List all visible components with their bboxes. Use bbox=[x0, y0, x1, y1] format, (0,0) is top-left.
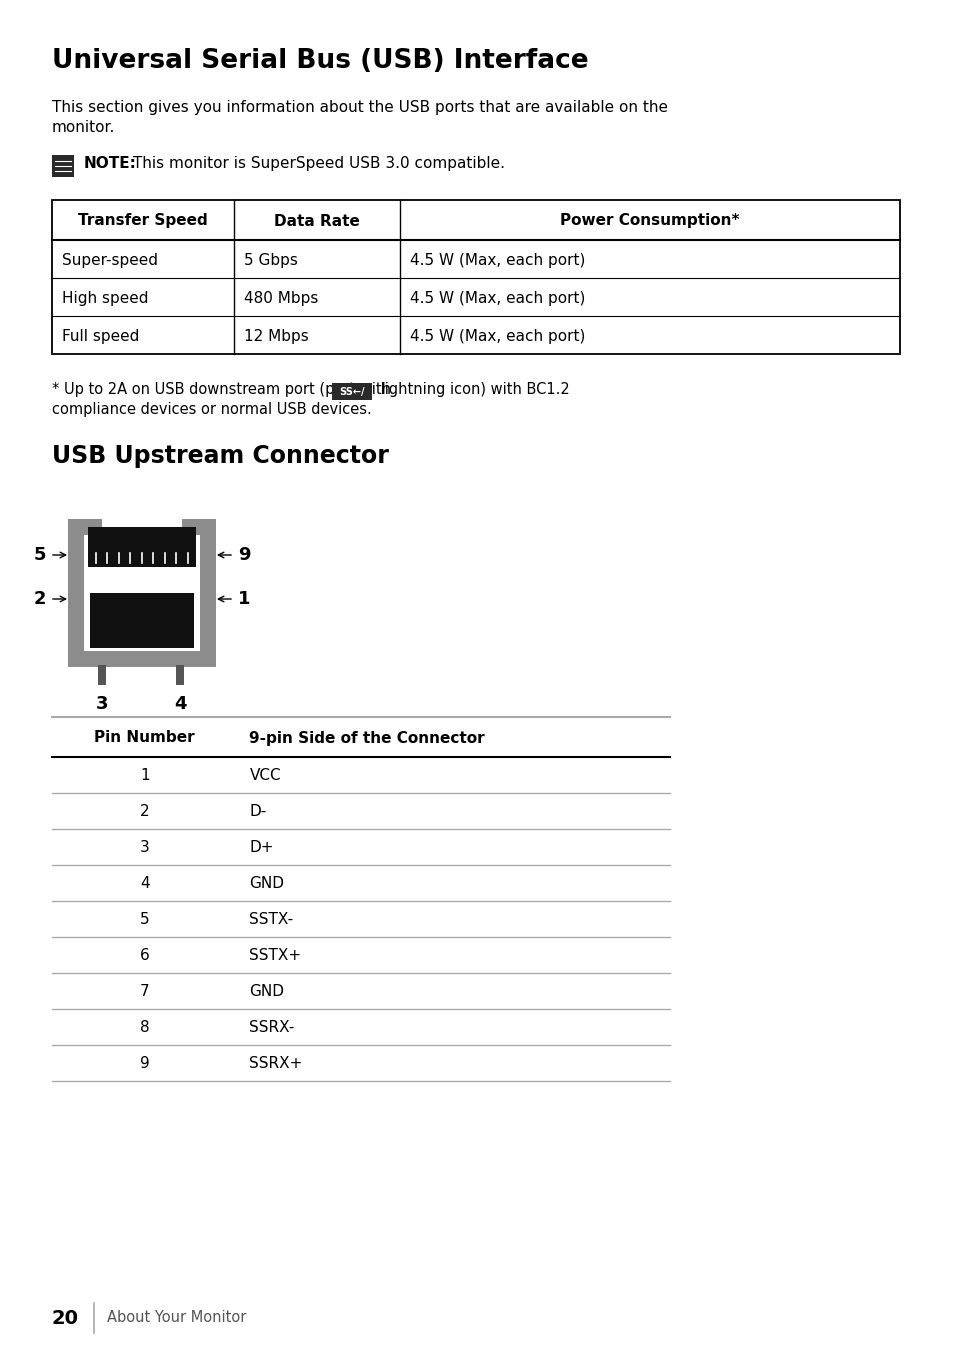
Text: GND: GND bbox=[249, 876, 284, 891]
Text: 3: 3 bbox=[140, 841, 150, 856]
Text: monitor.: monitor. bbox=[52, 121, 115, 135]
Text: 6: 6 bbox=[140, 949, 150, 964]
Text: 5: 5 bbox=[140, 913, 150, 927]
Text: Full speed: Full speed bbox=[62, 329, 139, 344]
Text: Universal Serial Bus (USB) Interface: Universal Serial Bus (USB) Interface bbox=[52, 47, 588, 74]
Text: SSRX+: SSRX+ bbox=[249, 1056, 302, 1071]
Text: NOTE:: NOTE: bbox=[84, 156, 136, 171]
Text: 20: 20 bbox=[52, 1308, 79, 1327]
Bar bbox=[52, 200, 899, 353]
Text: VCC: VCC bbox=[249, 769, 281, 784]
Text: 4.5 W (Max, each port): 4.5 W (Max, each port) bbox=[409, 291, 584, 306]
Text: About Your Monitor: About Your Monitor bbox=[107, 1311, 246, 1326]
Text: D+: D+ bbox=[249, 841, 274, 856]
Text: SS←/: SS←/ bbox=[339, 386, 364, 397]
Bar bbox=[98, 665, 106, 685]
Text: 2: 2 bbox=[140, 804, 150, 819]
Bar bbox=[332, 383, 372, 399]
Text: High speed: High speed bbox=[62, 291, 149, 306]
Text: 4.5 W (Max, each port): 4.5 W (Max, each port) bbox=[409, 329, 584, 344]
Text: 4: 4 bbox=[173, 695, 186, 714]
Text: 9: 9 bbox=[237, 546, 251, 565]
Bar bbox=[52, 154, 74, 177]
Text: SSRX-: SSRX- bbox=[249, 1021, 294, 1036]
Text: Pin Number: Pin Number bbox=[94, 731, 194, 746]
Text: 480 Mbps: 480 Mbps bbox=[244, 291, 318, 306]
Text: 5 Gbps: 5 Gbps bbox=[244, 252, 298, 268]
Text: D-: D- bbox=[249, 804, 267, 819]
Text: USB Upstream Connector: USB Upstream Connector bbox=[52, 444, 389, 468]
Text: * Up to 2A on USB downstream port (port with: * Up to 2A on USB downstream port (port … bbox=[52, 382, 391, 397]
Text: Power Consumption*: Power Consumption* bbox=[559, 214, 739, 229]
Text: lightning icon) with BC1.2: lightning icon) with BC1.2 bbox=[375, 382, 569, 397]
Bar bbox=[84, 535, 200, 651]
Text: 12 Mbps: 12 Mbps bbox=[244, 329, 309, 344]
Text: 7: 7 bbox=[140, 984, 150, 999]
Text: GND: GND bbox=[249, 984, 284, 999]
Text: SSTX-: SSTX- bbox=[249, 913, 294, 927]
Text: 3: 3 bbox=[95, 695, 108, 714]
Text: Data Rate: Data Rate bbox=[274, 214, 359, 229]
Text: 9-pin Side of the Connector: 9-pin Side of the Connector bbox=[249, 731, 484, 746]
Bar bbox=[175, 665, 184, 685]
Text: 1: 1 bbox=[140, 769, 150, 784]
Text: SSTX+: SSTX+ bbox=[249, 949, 301, 964]
Text: Super-speed: Super-speed bbox=[62, 252, 158, 268]
Bar bbox=[88, 527, 195, 567]
Text: 4: 4 bbox=[140, 876, 150, 891]
Text: 2: 2 bbox=[33, 590, 46, 608]
Text: 8: 8 bbox=[140, 1021, 150, 1036]
Text: 5: 5 bbox=[33, 546, 46, 565]
Bar bbox=[68, 519, 215, 668]
Text: This section gives you information about the USB ports that are available on the: This section gives you information about… bbox=[52, 100, 667, 115]
Text: 9: 9 bbox=[140, 1056, 150, 1071]
Text: This monitor is SuperSpeed USB 3.0 compatible.: This monitor is SuperSpeed USB 3.0 compa… bbox=[128, 156, 504, 171]
Text: 1: 1 bbox=[237, 590, 251, 608]
Text: compliance devices or normal USB devices.: compliance devices or normal USB devices… bbox=[52, 402, 372, 417]
Text: Transfer Speed: Transfer Speed bbox=[78, 214, 208, 229]
Bar bbox=[90, 593, 193, 649]
Text: 4.5 W (Max, each port): 4.5 W (Max, each port) bbox=[409, 252, 584, 268]
Bar bbox=[102, 519, 182, 529]
